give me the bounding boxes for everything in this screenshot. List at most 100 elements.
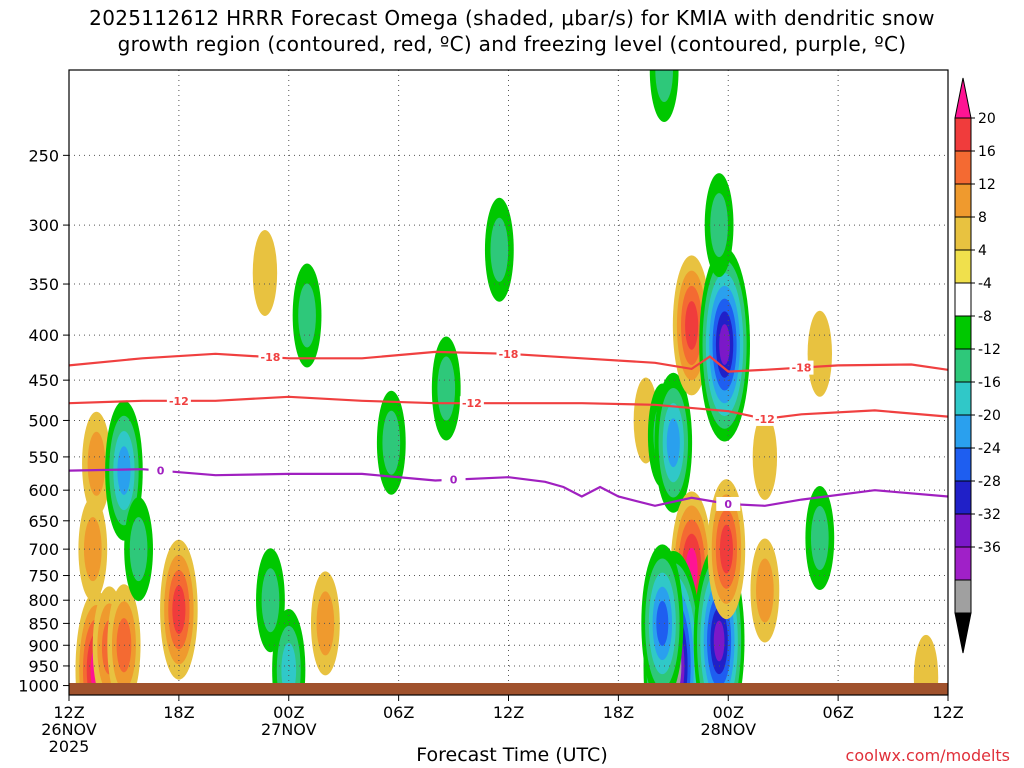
omega-cell-3-level-1 — [83, 517, 102, 582]
omega-cell-8-level-0 — [252, 229, 278, 316]
omega-cell-32-level-0 — [913, 634, 939, 695]
colorbar-label-4: 4 — [978, 243, 987, 259]
colorbar-box-8 — [954, 381, 972, 416]
colorbar-box-4 — [954, 249, 972, 284]
pressure-axis: 250 300 350 400 450 500 550 600 650 700 750 800 850 9… — [18, 146, 69, 696]
omega-cell-9-level-1 — [298, 283, 316, 348]
omega-cell-10-level-1 — [261, 568, 280, 633]
omega-shaded-field — [75, 70, 939, 695]
contour-label-bg-freezing-level-1 — [441, 472, 466, 487]
y-tick-label-500: 500 — [28, 411, 59, 430]
x-tick-label-0: 12Z — [53, 703, 84, 722]
colorbar-label-3: 8 — [978, 210, 987, 226]
x-tick-label-18: 06Z — [383, 703, 414, 722]
colorbar-box-2 — [954, 183, 972, 218]
omega-cell-23-level-6 — [713, 620, 725, 662]
y-tick-label-950: 950 — [28, 657, 59, 676]
colorbar-box-13 — [954, 546, 972, 581]
colorbar-box-7 — [954, 348, 972, 383]
contour-label-dendritic-top-2: -18 — [792, 362, 812, 375]
omega-cell-27-level-1 — [655, 70, 674, 102]
ground-surface — [69, 683, 948, 695]
contour-lines: -18 -18 -18 -12 -12 -12 0 0 0 — [69, 346, 948, 511]
contour-label-dendritic-bottom-0: -12 — [169, 395, 189, 408]
contour-label-bg-dendritic-top-0 — [258, 350, 283, 365]
x-tick-date-12: 27NOV — [261, 720, 317, 739]
x-tick-date-0: 26NOV — [41, 720, 97, 739]
contour-label-freezing-level-1: 0 — [450, 474, 458, 487]
colorbar-label-6: -8 — [978, 309, 992, 325]
contour-label-dendritic-top-0: -18 — [261, 351, 281, 364]
y-tick-label-800: 800 — [28, 591, 59, 610]
omega-cell-19-level-3 — [685, 301, 699, 350]
colorbar-box-11 — [954, 480, 972, 515]
colorbar-label-9: -20 — [978, 408, 1001, 424]
x-tick-label-48: 12Z — [932, 703, 963, 722]
colorbar-box-14 — [954, 579, 972, 614]
y-tick-label-750: 750 — [28, 567, 59, 586]
y-tick-label-850: 850 — [28, 614, 59, 633]
omega-cell-12-level-1 — [316, 591, 335, 656]
y-tick-label-450: 450 — [28, 371, 59, 390]
colorbar-cap-bottom — [954, 612, 972, 654]
contour-label-bg-freezing-level-0 — [148, 463, 173, 478]
contour-freezing-level — [69, 468, 948, 507]
y-tick-label-1000: 1000 — [18, 677, 59, 696]
omega-cell-31-level-0 — [807, 310, 833, 397]
colorbar-label-10: -24 — [978, 441, 1001, 457]
colorbar-box-3 — [954, 216, 972, 251]
x-axis-title: Forecast Time (UTC) — [416, 744, 608, 766]
omega-cell-22-level-4 — [656, 600, 669, 646]
contour-label-bg-dendritic-bottom-2 — [752, 411, 777, 426]
colorbar-label-12: -32 — [978, 507, 1001, 523]
contour-label-bg-dendritic-bottom-1 — [459, 396, 484, 411]
source-credit: coolwx.com/modelts — [845, 746, 1010, 765]
contour-label-dendritic-top-1: -18 — [499, 348, 519, 361]
colorbar-box-12 — [954, 513, 972, 548]
x-tick-year-0: 2025 — [49, 737, 90, 756]
omega-cell-18-level-3 — [666, 418, 680, 468]
contour-label-bg-freezing-level-2 — [716, 496, 741, 511]
y-tick-label-550: 550 — [28, 448, 59, 467]
contour-label-bg-dendritic-bottom-0 — [166, 393, 191, 408]
colorbar-label-5: -4 — [978, 276, 992, 292]
colorbar: 20 16 12 8 4 -4 -8 -12 -16 -20 -24 -28 -32 -36 — [954, 77, 1001, 654]
contour-label-bg-dendritic-top-1 — [496, 346, 521, 361]
colorbar-label-13: -36 — [978, 540, 1001, 556]
y-tick-label-300: 300 — [28, 216, 59, 235]
colorbar-box-10 — [954, 447, 972, 482]
contour-label-bg-dendritic-top-2 — [789, 360, 814, 375]
colorbar-label-2: 12 — [978, 177, 996, 193]
omega-cell-25-level-3 — [719, 524, 733, 574]
omega-cell-6-level-3 — [172, 585, 186, 635]
omega-cell-13-level-1 — [490, 217, 509, 282]
x-tick-date-36: 28NOV — [700, 720, 756, 739]
chart-title-line1: 2025112612 HRRR Forecast Omega (shaded, … — [89, 6, 935, 30]
omega-cell-24-level-6 — [719, 324, 730, 365]
contour-label-freezing-level-2: 0 — [724, 498, 732, 511]
omega-cell-7-level-1 — [129, 517, 148, 582]
colorbar-label-8: -16 — [978, 375, 1001, 391]
colorbar-box-0 — [954, 117, 972, 152]
x-tick-label-36: 00Z — [713, 703, 744, 722]
colorbar-cap-top — [954, 77, 972, 119]
x-tick-label-24: 12Z — [493, 703, 524, 722]
omega-cell-29-level-1 — [756, 558, 774, 623]
x-tick-label-30: 18Z — [603, 703, 634, 722]
colorbar-box-9 — [954, 414, 972, 449]
omega-cell-4-level-1 — [87, 431, 106, 496]
x-tick-label-6: 18Z — [163, 703, 194, 722]
y-tick-label-600: 600 — [28, 481, 59, 500]
omega-cell-2-level-2 — [116, 618, 132, 673]
contour-label-freezing-level-0: 0 — [157, 465, 165, 478]
omega-cell-11-level-2 — [281, 642, 297, 695]
contour-dendritic-bottom — [69, 395, 948, 421]
colorbar-box-1 — [954, 150, 972, 185]
contour-label-dendritic-bottom-2: -12 — [755, 413, 775, 426]
colorbar-label-7: -12 — [978, 342, 1001, 358]
omega-cell-15-level-1 — [382, 410, 401, 475]
y-tick-label-350: 350 — [28, 275, 59, 294]
colorbar-box-5 — [954, 282, 972, 317]
